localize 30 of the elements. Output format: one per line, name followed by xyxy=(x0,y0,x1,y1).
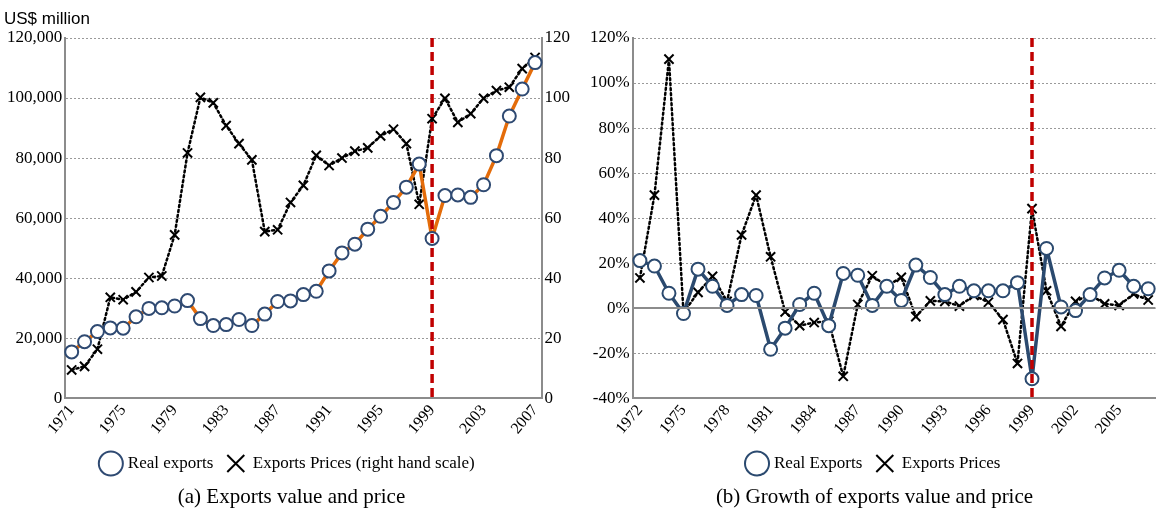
y-tick-label: 100,000 xyxy=(7,87,63,107)
y-tick-label: 20,000 xyxy=(15,327,63,347)
legend-label: Exports Prices xyxy=(901,452,1001,472)
y-tick-label: 60% xyxy=(598,162,630,182)
y-tick-label: 80% xyxy=(598,117,630,137)
legend-label: Exports Prices (right hand scale) xyxy=(252,452,475,472)
y2-tick-label: 80 xyxy=(544,147,562,167)
y-tick-label: 120% xyxy=(589,27,630,47)
y-tick-label: 20% xyxy=(598,252,630,272)
legend-label: Real exports xyxy=(127,452,214,472)
y2-tick-label: 20 xyxy=(544,327,562,347)
y-tick-label: 100% xyxy=(589,72,630,92)
y2-tick-label: 0 xyxy=(544,387,553,407)
y-tick-label: 120,000 xyxy=(7,27,63,47)
legend-label: Real Exports xyxy=(774,452,863,472)
y-tick-label: 40% xyxy=(598,207,630,227)
y-tick-label: -40% xyxy=(592,387,630,407)
y-tick-label: 60,000 xyxy=(15,207,63,227)
y2-tick-label: 40 xyxy=(544,267,562,287)
text: (a) Exports value and price xyxy=(176,484,407,509)
y-tick-label: 0% xyxy=(606,297,630,317)
text: (b) Growth of exports value and price xyxy=(714,484,1035,509)
y-tick-label: 0 xyxy=(53,387,63,407)
y2-tick-label: 100 xyxy=(544,87,570,107)
y2-tick-label: 120 xyxy=(544,27,570,47)
y-tick-label: 80,000 xyxy=(15,147,63,167)
y-tick-label: 40,000 xyxy=(15,267,63,287)
y-axis-title: US$ million xyxy=(4,9,90,29)
y-tick-label: -20% xyxy=(592,342,630,362)
y2-tick-label: 60 xyxy=(544,207,562,227)
